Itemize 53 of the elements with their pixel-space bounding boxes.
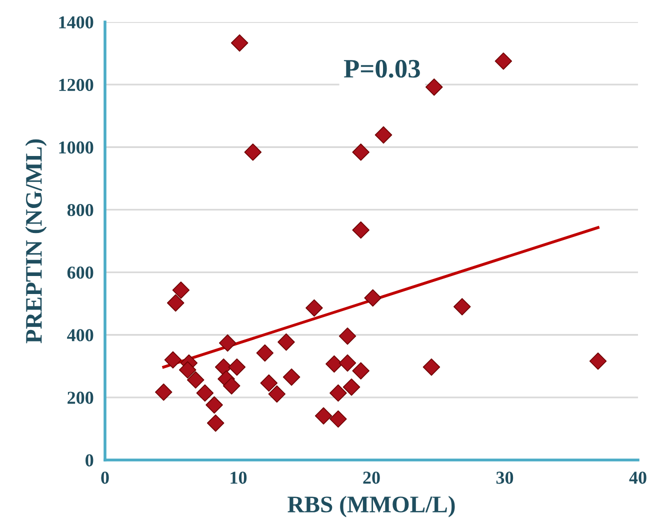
point xyxy=(178,361,196,379)
point xyxy=(330,410,347,428)
point xyxy=(206,414,224,432)
point xyxy=(374,126,392,144)
x-axis-title: RBS (MMOL/L) xyxy=(288,496,455,518)
point xyxy=(282,368,300,386)
point xyxy=(352,221,370,239)
y-axis-title: PREPTIN (NG/ML) xyxy=(25,139,47,344)
y-tick-label: 600 xyxy=(67,266,94,279)
point xyxy=(338,354,356,372)
point xyxy=(164,351,182,369)
point xyxy=(218,334,236,352)
point xyxy=(342,378,360,396)
point xyxy=(166,294,184,312)
point xyxy=(314,407,332,425)
point xyxy=(338,327,356,345)
point xyxy=(244,144,262,161)
point xyxy=(306,299,323,317)
point xyxy=(453,298,471,316)
x-tick-label: 10 xyxy=(230,472,247,484)
y-tick-label: 200 xyxy=(68,392,94,404)
point xyxy=(186,371,204,389)
point xyxy=(352,144,370,161)
point xyxy=(260,374,278,392)
x-tick-label: 0 xyxy=(101,472,109,484)
point xyxy=(154,383,172,401)
point xyxy=(222,377,240,394)
point xyxy=(422,358,440,376)
point xyxy=(326,355,343,373)
y-tick-label: 1200 xyxy=(59,78,94,92)
point xyxy=(494,52,512,70)
x-tick-label: 40 xyxy=(629,472,646,484)
point xyxy=(268,385,286,403)
point xyxy=(330,384,347,402)
point xyxy=(256,344,274,362)
y-tick-label: 1000 xyxy=(59,141,94,154)
point xyxy=(172,281,190,299)
point xyxy=(278,333,295,351)
y-tick-label: 400 xyxy=(67,329,94,342)
point xyxy=(196,384,214,402)
point xyxy=(364,289,382,307)
x-tick-label: 30 xyxy=(496,472,514,484)
y-tick-label: 800 xyxy=(67,204,94,216)
point xyxy=(425,78,443,96)
point xyxy=(352,362,370,380)
point xyxy=(228,358,246,376)
y-tick-label: 1400 xyxy=(59,16,94,28)
point xyxy=(206,396,223,414)
y-tick-label: 0 xyxy=(86,454,94,466)
annotation: P=0.03 xyxy=(344,60,420,78)
point xyxy=(589,352,607,370)
x-tick-label: 20 xyxy=(363,472,380,484)
point xyxy=(230,34,248,52)
